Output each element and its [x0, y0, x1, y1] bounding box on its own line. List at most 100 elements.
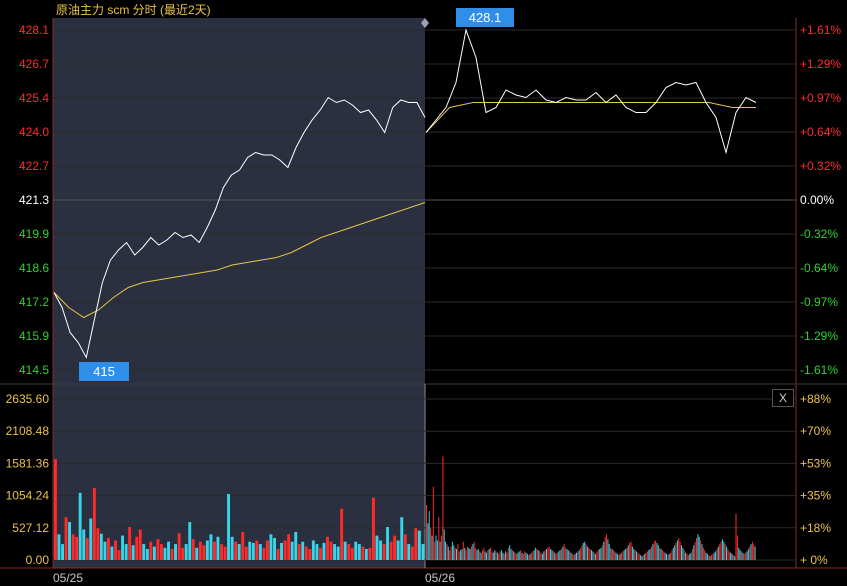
volume-bar — [711, 555, 712, 560]
volume-bar — [61, 544, 64, 560]
volume-bar — [502, 552, 504, 560]
close-volume-panel-button[interactable]: X — [772, 389, 794, 407]
volume-bar — [472, 544, 474, 560]
volume-bar — [584, 541, 586, 560]
volume-bar — [657, 545, 659, 560]
volume-bar — [556, 552, 558, 560]
volume-bar — [273, 538, 276, 560]
volume-bar — [375, 535, 379, 560]
volume-bar — [96, 528, 100, 560]
volume-bar — [588, 547, 590, 560]
volume-bar — [742, 552, 744, 560]
volume-bar — [708, 555, 710, 560]
volume-bar — [518, 551, 520, 560]
volume-bar — [607, 539, 609, 560]
volume-bar — [741, 551, 742, 560]
volume-bar — [354, 541, 358, 560]
volume-bar — [234, 541, 238, 560]
volume-bar — [586, 546, 588, 560]
volume-bar — [481, 550, 483, 560]
volume-bar — [435, 535, 437, 560]
volume-bar — [721, 539, 723, 560]
volume-bar — [696, 538, 697, 560]
volume-bar — [205, 540, 209, 560]
price-line-05-25 — [53, 96, 426, 359]
volume-bar — [554, 552, 556, 560]
average-line-05-25 — [53, 202, 426, 319]
volume-bar — [631, 546, 633, 560]
volume-bar — [719, 544, 721, 560]
volume-bar — [294, 531, 298, 560]
volume-bar — [532, 551, 534, 560]
volume-percent-label: +70% — [800, 424, 831, 438]
volume-bar — [255, 540, 259, 560]
volume-bar — [340, 508, 344, 560]
volume-bar — [121, 535, 124, 560]
volume-bar — [603, 541, 605, 560]
volume-bar — [726, 546, 727, 560]
volume-bar — [506, 552, 508, 560]
volume-bar — [407, 544, 411, 560]
volume-percent-label: +35% — [800, 489, 831, 503]
volume-bar — [152, 546, 156, 560]
volume-bar — [110, 546, 114, 560]
volume-bar — [576, 552, 577, 560]
volume-tick-label: 2635.60 — [6, 392, 50, 406]
volume-bar — [131, 545, 135, 560]
volume-bar — [322, 542, 326, 560]
volume-bar — [128, 527, 132, 560]
volume-bar — [533, 550, 535, 560]
volume-bar — [517, 552, 519, 560]
volume-bar — [191, 539, 195, 560]
volume-bar — [526, 553, 528, 560]
volume-bar — [539, 551, 541, 560]
volume-bar — [627, 545, 629, 560]
volume-bar — [735, 513, 737, 560]
volume-bar — [507, 547, 509, 560]
volume-bar — [386, 527, 389, 560]
volume-bar — [475, 547, 477, 560]
percent-tick-label: +0.32% — [800, 159, 841, 173]
volume-bar — [689, 553, 691, 560]
volume-bar — [400, 517, 404, 560]
volume-bar — [551, 550, 553, 560]
volume-bar — [672, 547, 674, 560]
volume-bar — [430, 528, 432, 560]
volume-bar — [287, 534, 291, 560]
volume-bar — [487, 550, 489, 560]
volume-bar — [730, 552, 732, 560]
volume-bar — [743, 553, 745, 560]
percent-tick-label: +0.97% — [800, 91, 841, 105]
volume-bar — [491, 551, 493, 560]
volume-bar — [715, 551, 717, 560]
volume-bar — [685, 552, 687, 560]
volume-bar — [637, 552, 639, 560]
volume-bar — [522, 553, 524, 560]
volume-bar — [82, 529, 86, 560]
volume-bar — [754, 546, 756, 560]
volume-bar — [569, 551, 571, 560]
volume-bar — [170, 549, 174, 560]
volume-bar — [528, 555, 530, 560]
volume-bar — [540, 552, 542, 560]
volume-bar — [612, 550, 614, 560]
price-tick-label: 419.9 — [19, 227, 49, 241]
volume-bar — [163, 547, 167, 560]
price-tick-label: 426.7 — [19, 57, 49, 71]
percent-tick-label: 0.00% — [800, 193, 834, 207]
volume-bar — [651, 546, 652, 560]
volume-bar — [92, 487, 96, 560]
volume-bar — [486, 552, 487, 560]
volume-bar — [751, 541, 753, 560]
volume-bar — [529, 553, 531, 560]
volume-bar — [223, 546, 227, 560]
volume-bar — [676, 540, 678, 560]
volume-bar — [739, 550, 741, 560]
volume-bar — [453, 545, 455, 560]
volume-bar — [629, 542, 631, 560]
volume-bar — [712, 553, 714, 560]
volume-bar — [561, 549, 562, 560]
volume-bar — [614, 551, 616, 560]
volume-bar — [244, 546, 248, 560]
